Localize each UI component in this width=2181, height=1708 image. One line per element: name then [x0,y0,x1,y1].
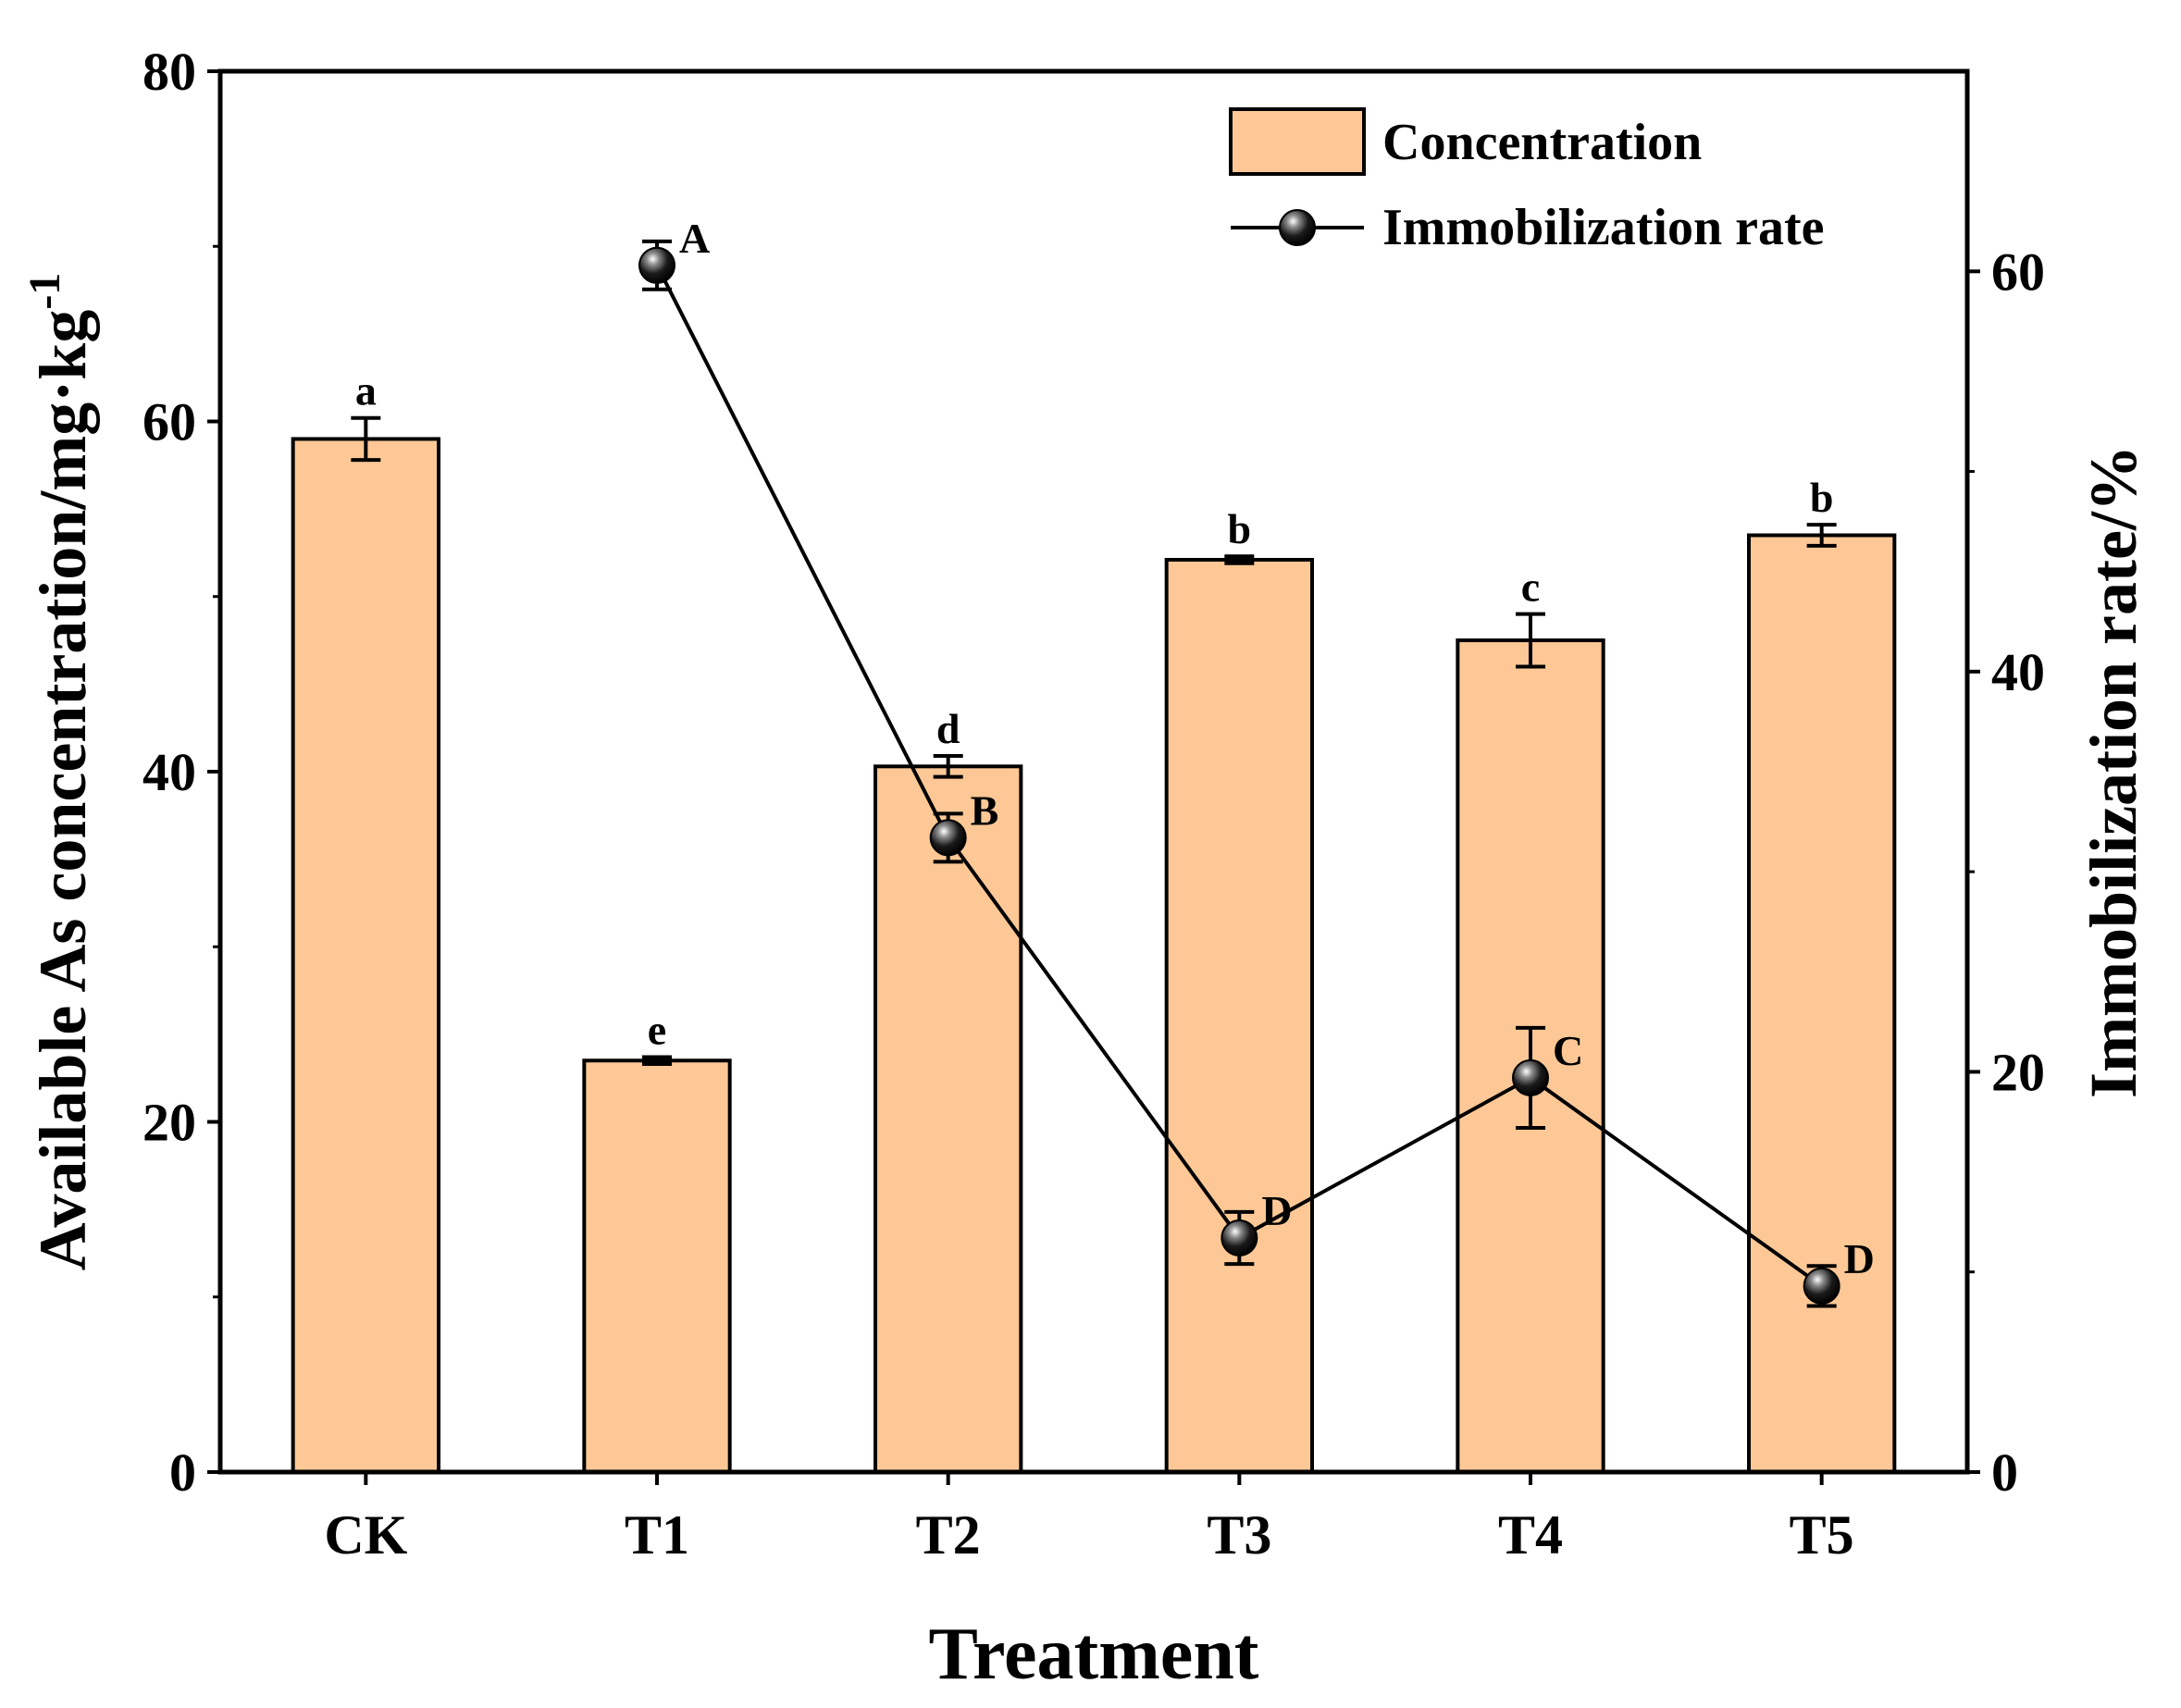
bar-T2 [874,764,1023,1474]
x-tick-label-T4: T4 [1498,1504,1563,1566]
line-significance-label-T1: A [679,215,710,262]
line-layer: A B D C D [638,215,1875,1308]
bar-CK [291,437,440,1474]
line-point-T2 [929,819,967,857]
bars-layer: a e d b c b [291,367,1897,1474]
x-tick-label-T3: T3 [1207,1504,1271,1566]
line-point-T3 [1221,1219,1258,1256]
bar-significance-label-CK: a [355,367,377,415]
line-point-T4 [1512,1058,1549,1096]
bar-significance-label-T3: b [1228,505,1252,552]
y-right-tick-label-40: 40 [1991,642,2045,702]
legend: Concentration Immobilization rate [1229,107,1824,256]
line-point-T5 [1803,1267,1840,1305]
line-point-T1 [638,246,675,284]
y-right-tick-label-20: 20 [1991,1042,2045,1102]
y-left-tick-label-40: 40 [143,742,196,802]
bar-T3 [1164,558,1314,1474]
line-significance-label-T2: B [971,786,999,834]
bar-significance-label-T4: c [1521,563,1540,611]
y-axis-left-title: Available As concentration/mg·kg-1 [20,273,100,1271]
bar-significance-label-T2: d [936,705,960,752]
bar-significance-label-T5: b [1810,474,1834,521]
x-tick-label-T1: T1 [625,1504,689,1566]
x-tick-label-T5: T5 [1790,1504,1854,1566]
line-significance-label-T5: D [1844,1235,1875,1282]
line-significance-label-T3: D [1261,1187,1292,1234]
y-axis-left-title-main: Available As concentration/mg·kg [26,310,100,1271]
legend-immobilization-label: Immobilization rate [1382,199,1824,256]
legend-immobilization-marker [1279,209,1316,246]
x-tick-label-CK: CK [324,1504,407,1566]
y-left-tick-label-0: 0 [169,1442,196,1503]
ticks-layer: 0 20 40 60 80 0 20 40 60 CK T1 T2 T3 T4 T5 [143,42,2045,1566]
bar-T1 [582,1058,732,1474]
y-left-tick-label-20: 20 [143,1093,196,1153]
y-left-tick-label-60: 60 [143,392,196,452]
y-right-tick-label-0: 0 [1991,1442,2018,1503]
y-axis-right-title: Immobilization rate/% [2076,445,2150,1098]
legend-concentration-swatch [1229,107,1366,176]
line-significance-label-T4: C [1553,1027,1583,1074]
y-left-tick-label-80: 80 [143,42,196,102]
x-tick-label-T2: T2 [916,1504,981,1566]
bar-significance-label-T1: e [648,1006,666,1053]
bar-T5 [1747,533,1897,1474]
y-right-tick-label-60: 60 [1991,241,2045,302]
legend-concentration-label: Concentration [1382,114,1702,171]
y-axis-left-title-superscript: -1 [20,273,69,310]
x-axis-title: Treatment [929,1614,1259,1695]
